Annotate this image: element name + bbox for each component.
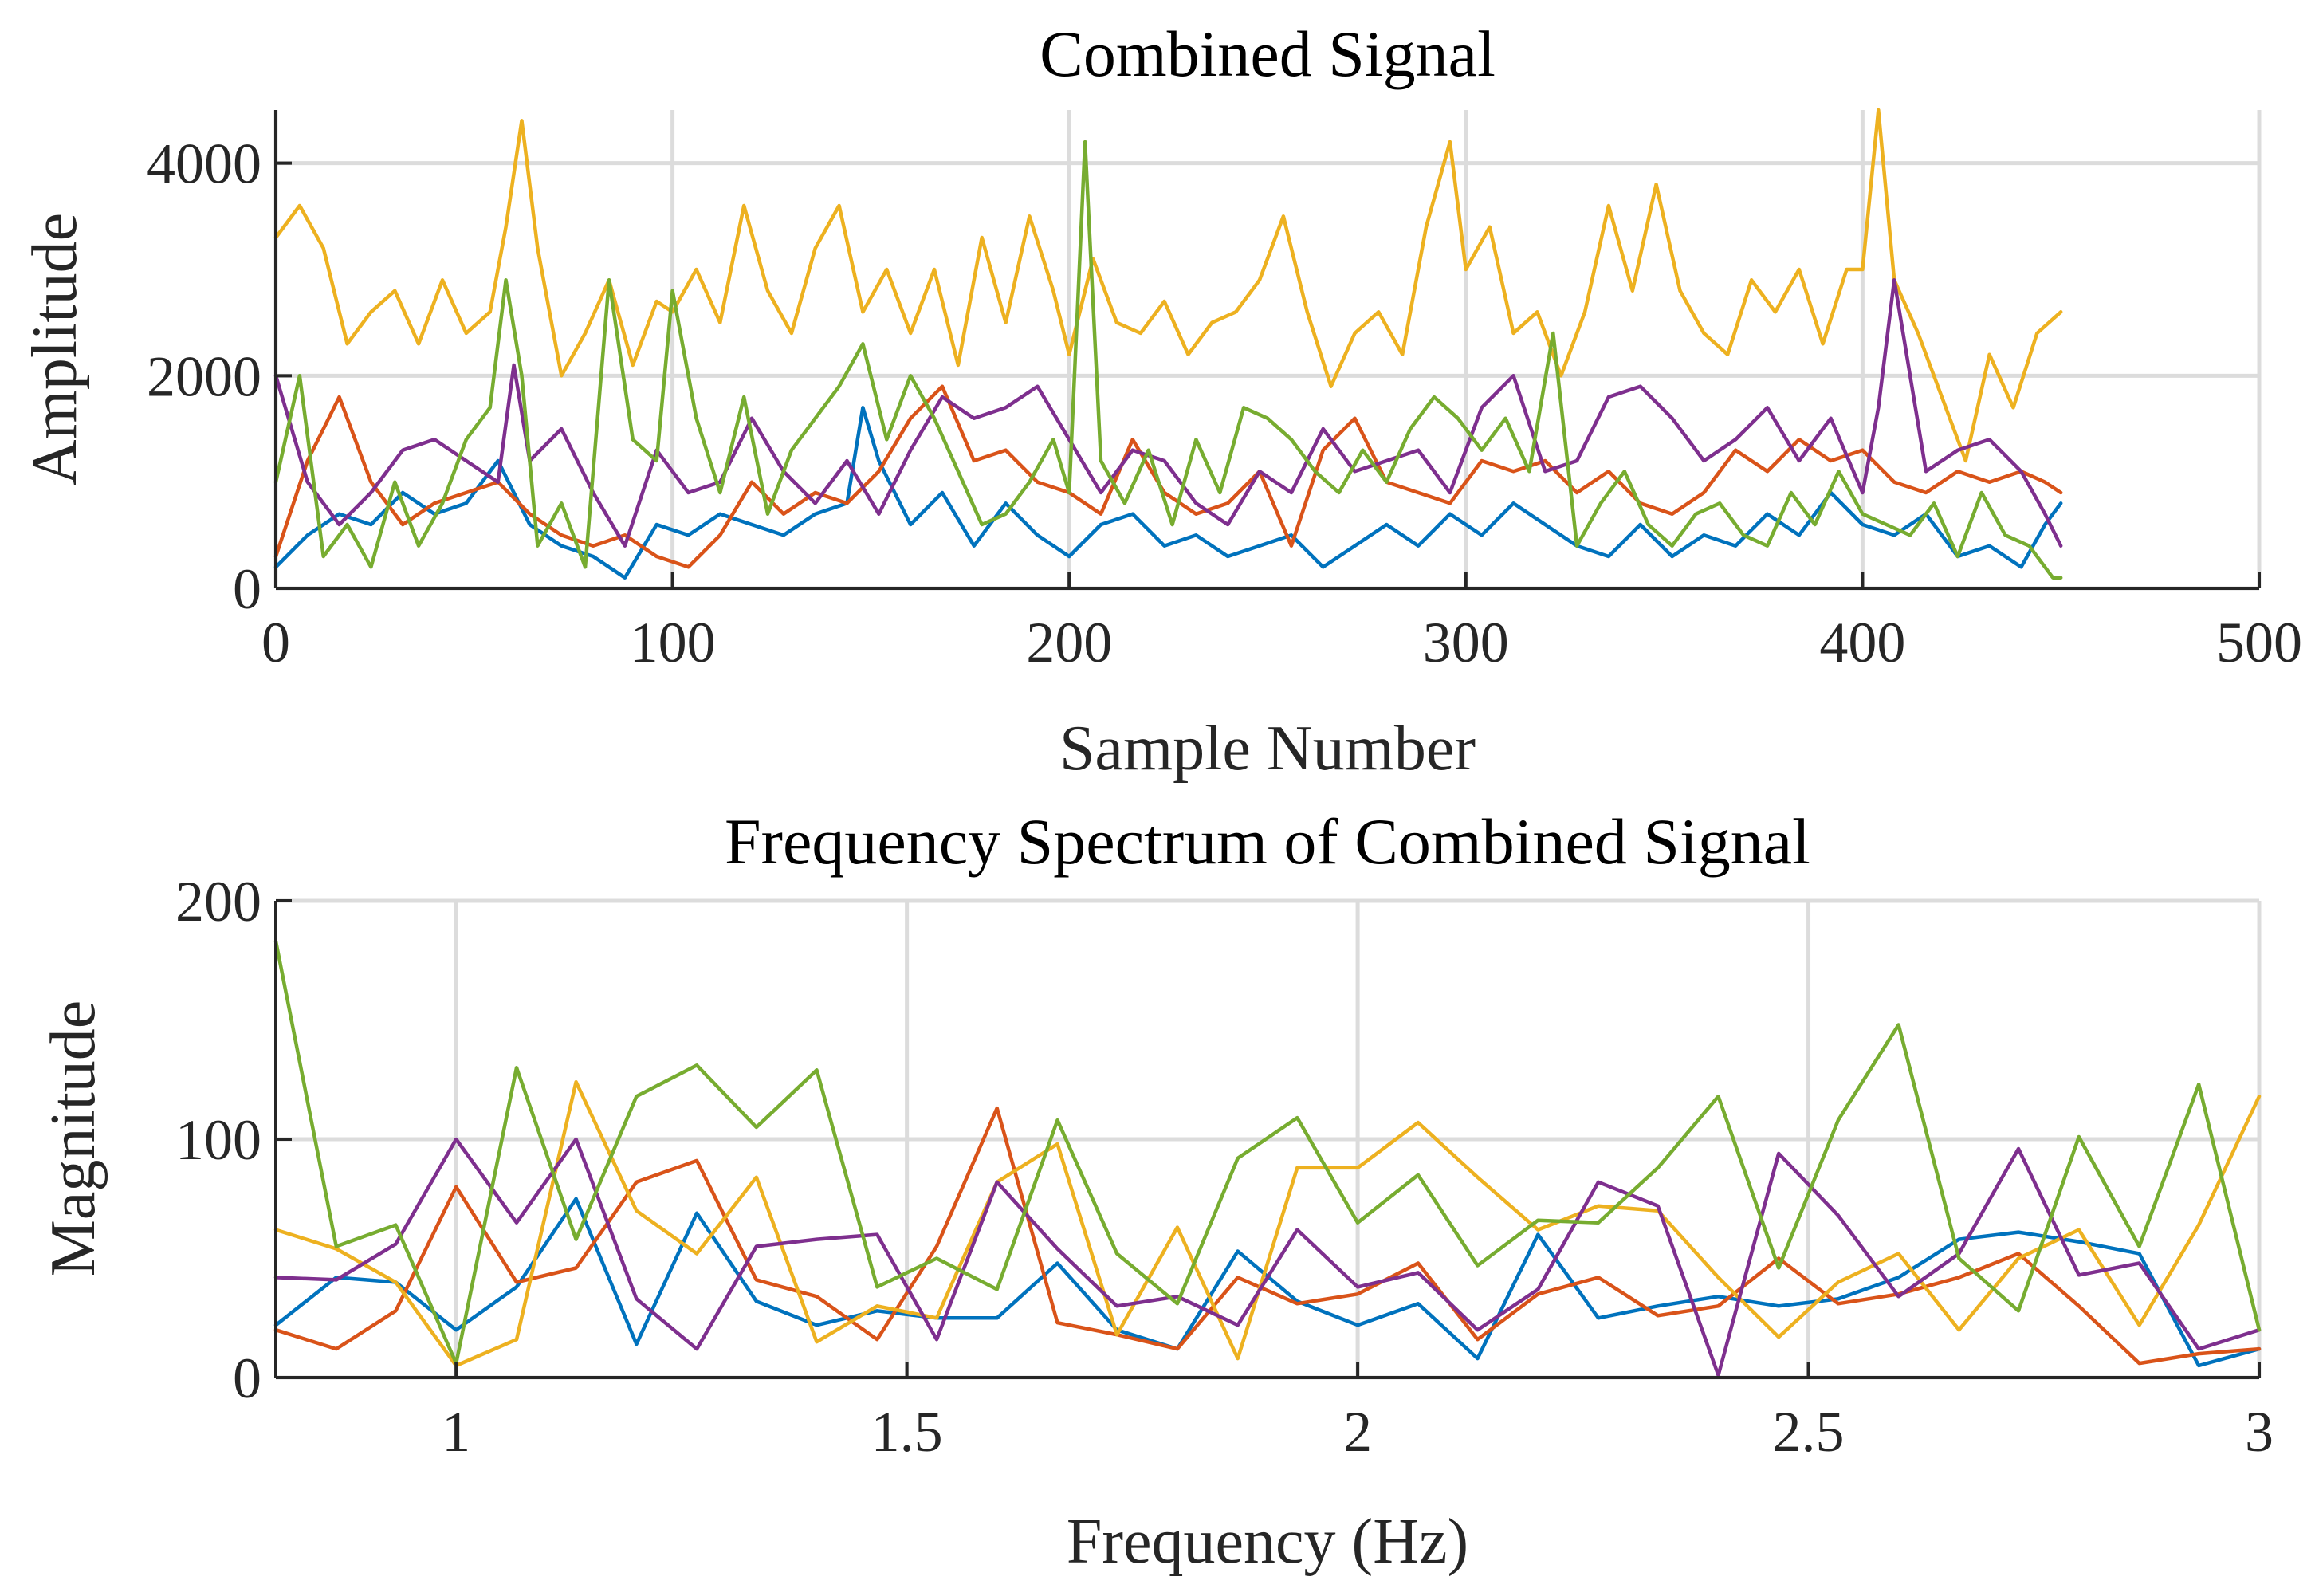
frequency-spectrum-y-tick-label-0: 0 [233,1346,261,1410]
frequency-spectrum-y-ticks: 0 100 200 [175,870,292,1410]
frequency-spectrum-x-tick-label-4: 3 [2245,1400,2274,1464]
frequency-spectrum-series [273,939,2262,1378]
combined-signal-y-tick-label-1: 2000 [147,344,261,408]
combined-signal-x-tick-label-5: 500 [2216,611,2302,674]
combined-signal-x-ticks: 0 100 200 300 400 500 [261,572,2302,674]
frequency-spectrum-title: Frequency Spectrum of Combined Signal [725,805,1810,878]
combined-signal-series [273,108,2063,580]
combined-signal-axes [274,110,2259,590]
frequency-spectrum-series-purple [273,1137,2262,1378]
frequency-spectrum-series-red [273,1106,2262,1366]
combined-signal-x-tick-label-1: 100 [630,611,716,674]
frequency-spectrum-x-tick-label-1: 1.5 [871,1400,943,1464]
frequency-spectrum-y-axis-label: Magnitude [38,1000,108,1277]
combined-signal-series-purple [273,278,2063,548]
combined-signal-series-yellow [273,108,2063,463]
frequency-spectrum-x-tick-label-2: 2 [1343,1400,1372,1464]
frequency-spectrum-series-yellow [273,1079,2262,1368]
combined-signal-y-ticks: 0 2000 4000 [147,132,292,621]
frequency-spectrum-y-tick-label-2: 200 [175,870,261,934]
frequency-spectrum-series-green [273,939,2262,1366]
combined-signal-series-red [273,384,2063,569]
frequency-spectrum-x-tick-label-3: 2.5 [1773,1400,1845,1464]
combined-signal-y-axis-label: Amplitude [20,213,90,485]
combined-signal-title: Combined Signal [1040,18,1496,90]
combined-signal-x-tick-label-2: 200 [1026,611,1112,674]
combined-signal-x-axis-label: Sample Number [1059,713,1476,784]
frequency-spectrum-x-tick-label-0: 1 [442,1400,470,1464]
combined-signal-y-tick-label-0: 0 [233,557,261,621]
frequency-spectrum-y-tick-label-1: 100 [175,1108,261,1172]
frequency-spectrum-x-ticks: 1 1.5 2 2.5 3 [442,1362,2274,1464]
combined-signal-x-tick-label-4: 400 [1819,611,1905,674]
combined-signal-x-tick-label-0: 0 [261,611,290,674]
frequency-spectrum-x-axis-label: Frequency (Hz) [1067,1507,1468,1577]
combined-signal-series-green [273,140,2063,580]
combined-signal-plot: Combined Signal 0 100 200 300 400 500 0 2000 40… [20,18,2302,784]
combined-signal-y-tick-label-2: 4000 [147,132,261,196]
combined-signal-x-tick-label-3: 300 [1423,611,1509,674]
